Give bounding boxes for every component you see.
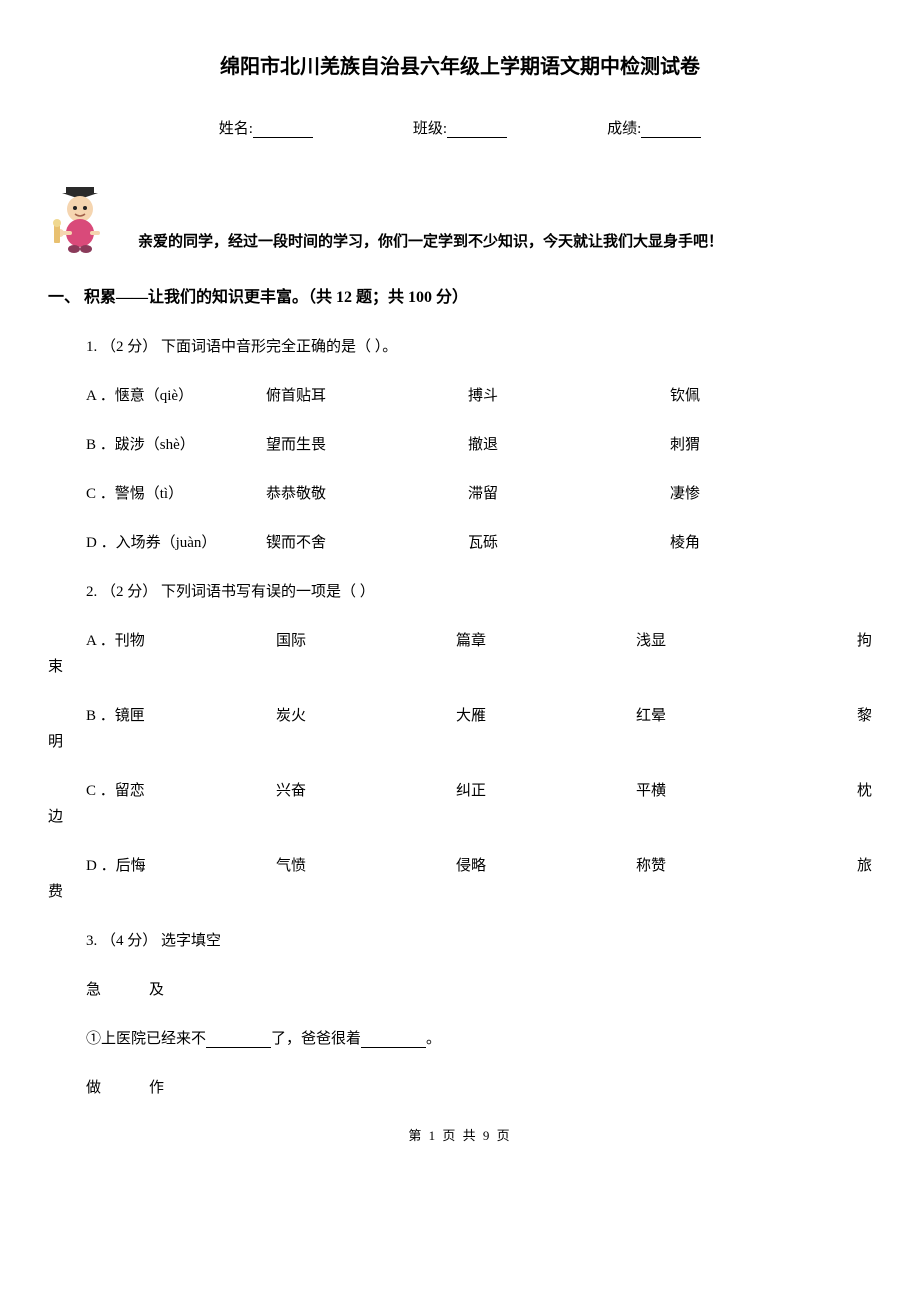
- q2-c-c4: 枕: [816, 779, 872, 800]
- name-blank[interactable]: [253, 120, 313, 138]
- q2-c-c2: 纠正: [456, 779, 636, 800]
- q2-b-label: B ．镜匣: [86, 704, 276, 725]
- q1-b-c1: 望而生畏: [266, 433, 468, 454]
- q2-c-c3: 平横: [636, 779, 816, 800]
- section-heading: 一、 积累——让我们的知识更丰富。（共 12 题；共 100 分）: [0, 283, 872, 307]
- name-field: 姓名:: [219, 117, 313, 138]
- class-label: 班级:: [413, 121, 447, 137]
- q2-option-b: B ．镜匣 炭火 大雁 红晕 黎: [48, 704, 872, 725]
- q3-s1-c: 。: [426, 1031, 441, 1047]
- score-blank[interactable]: [641, 120, 701, 138]
- q1-option-d: D ．入场券（juàn） 锲而不舍 瓦砾 棱角: [48, 531, 872, 552]
- q3-s1-blank2[interactable]: [361, 1032, 426, 1048]
- q3-pair2: 做作: [48, 1076, 872, 1097]
- header-fields: 姓名: 班级: 成绩:: [48, 117, 872, 138]
- q2-option-d: D ．后悔 气愤 侵略 称赞 旅: [48, 854, 872, 875]
- q2-a-c1: 国际: [276, 629, 456, 650]
- q1-b-label: B ．跋涉（shè）: [86, 433, 266, 454]
- q1-d-c1: 锲而不舍: [266, 531, 468, 552]
- q1-d-c3: 棱角: [670, 531, 872, 552]
- q1-d-c2: 瓦砾: [468, 531, 670, 552]
- q2-a-c4: 拘: [816, 629, 872, 650]
- q1-a-label: A ．惬意（qiè）: [86, 384, 266, 405]
- q2-a-c3: 浅显: [636, 629, 816, 650]
- q1-b-c3: 刺猬: [670, 433, 872, 454]
- q3-stem: 3. （4 分） 选字填空: [48, 929, 872, 950]
- q2-a-c2: 篇章: [456, 629, 636, 650]
- q1-d-label: D ．入场券（juàn）: [86, 531, 266, 552]
- q2-b-c2: 大雁: [456, 704, 636, 725]
- q2-d-c2: 侵略: [456, 854, 636, 875]
- q2-b-c4: 黎: [816, 704, 872, 725]
- q1-c-c2: 滞留: [468, 482, 670, 503]
- q2-b-c3: 红晕: [636, 704, 816, 725]
- mascot-icon: [48, 183, 113, 253]
- intro-row: 亲爱的同学，经过一段时间的学习，你们一定学到不少知识，今天就让我们大显身手吧！: [48, 183, 872, 253]
- score-label: 成绩:: [607, 121, 641, 137]
- q2-c-wrap: 边: [0, 805, 872, 826]
- q1-stem: 1. （2 分） 下面词语中音形完全正确的是（ ）。: [48, 335, 872, 356]
- q2-c-label: C ．留恋: [86, 779, 276, 800]
- q1-a-c3: 钦佩: [670, 384, 872, 405]
- q1-a-c2: 搏斗: [468, 384, 670, 405]
- q2-d-c4: 旅: [816, 854, 872, 875]
- q1-b-c2: 撤退: [468, 433, 670, 454]
- name-label: 姓名:: [219, 121, 253, 137]
- class-field: 班级:: [413, 117, 507, 138]
- q3-pair1-b: 及: [149, 982, 164, 998]
- q1-a-c1: 俯首贴耳: [266, 384, 468, 405]
- q3-s1-b: 了，爸爸很着: [271, 1031, 361, 1047]
- q2-option-c: C ．留恋 兴奋 纠正 平横 枕: [48, 779, 872, 800]
- q3-pair1-a: 急: [86, 982, 101, 998]
- q2-d-c1: 气愤: [276, 854, 456, 875]
- q1-option-c: C ．警惕（tì） 恭恭敬敬 滞留 凄惨: [48, 482, 872, 503]
- q3-pair1: 急及: [48, 978, 872, 999]
- q3-s1-a: ①上医院已经来不: [86, 1031, 206, 1047]
- score-field: 成绩:: [607, 117, 701, 138]
- q3-pair2-a: 做: [86, 1080, 101, 1096]
- q2-d-c3: 称赞: [636, 854, 816, 875]
- q2-b-c1: 炭火: [276, 704, 456, 725]
- q2-option-a: A ．刊物 国际 篇章 浅显 拘: [48, 629, 872, 650]
- page-footer: 第 1 页 共 9 页: [48, 1125, 872, 1144]
- page-title: 绵阳市北川羌族自治县六年级上学期语文期中检测试卷: [48, 50, 872, 79]
- q2-b-wrap: 明: [0, 730, 872, 751]
- q1-c-c1: 恭恭敬敬: [266, 482, 468, 503]
- q3-pair2-b: 作: [149, 1080, 164, 1096]
- intro-text: 亲爱的同学，经过一段时间的学习，你们一定学到不少知识，今天就让我们大显身手吧！: [138, 230, 872, 253]
- q2-d-wrap: 费: [0, 880, 872, 901]
- q2-stem: 2. （2 分） 下列词语书写有误的一项是（ ）: [48, 580, 872, 601]
- q2-a-label: A ．刊物: [86, 629, 276, 650]
- q3-s1-blank1[interactable]: [206, 1032, 271, 1048]
- q2-d-label: D ．后悔: [86, 854, 276, 875]
- q1-c-c3: 凄惨: [670, 482, 872, 503]
- q2-a-wrap: 束: [0, 655, 872, 676]
- class-blank[interactable]: [447, 120, 507, 138]
- q1-option-a: A ．惬意（qiè） 俯首贴耳 搏斗 钦佩: [48, 384, 872, 405]
- q2-c-c1: 兴奋: [276, 779, 456, 800]
- q1-option-b: B ．跋涉（shè） 望而生畏 撤退 刺猬: [48, 433, 872, 454]
- q3-sentence1: ①上医院已经来不 了，爸爸很着 。: [48, 1027, 872, 1048]
- q1-c-label: C ．警惕（tì）: [86, 482, 266, 503]
